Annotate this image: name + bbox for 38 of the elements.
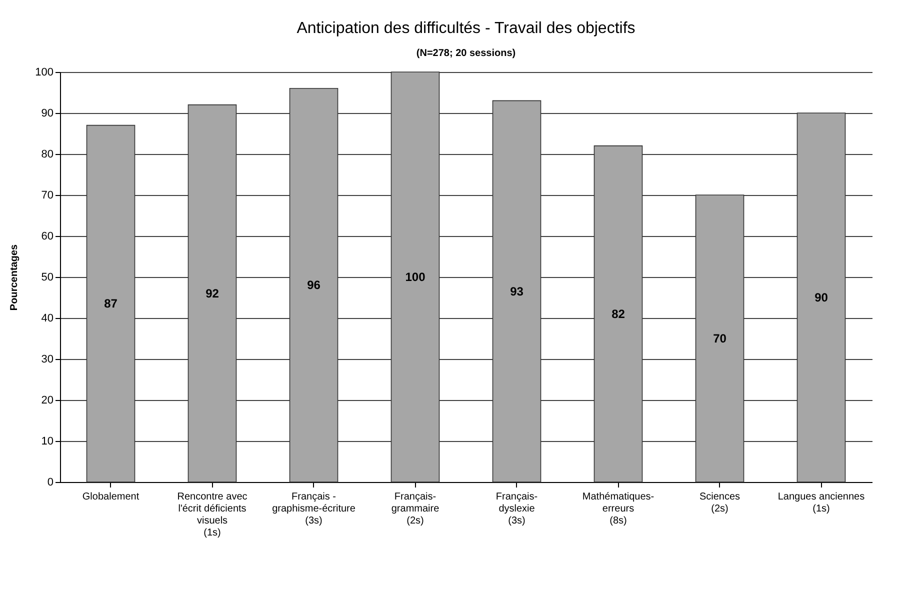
x-tick-label: Mathématiques- erreurs (8s) xyxy=(582,492,654,526)
x-tick-label: Rencontre avec l'écrit déficients visuels (1s) xyxy=(177,492,248,538)
data-label: 70 xyxy=(713,332,727,346)
data-label: 82 xyxy=(612,306,626,321)
y-tick-label: 70 xyxy=(41,190,54,202)
data-label: 90 xyxy=(814,290,828,304)
y-axis-title: Pourcentages xyxy=(9,244,20,311)
y-tick-label: 0 xyxy=(47,476,54,488)
y-tick-label: 40 xyxy=(41,312,54,324)
x-tick-label: Français- grammaire (2s) xyxy=(391,492,440,526)
y-tick-label: 80 xyxy=(41,148,54,160)
bar xyxy=(86,124,136,482)
x-tick-label: Globalement xyxy=(82,492,140,502)
y-tick-label: 30 xyxy=(41,354,54,366)
bar xyxy=(594,145,643,482)
chart-subtitle: (N=278; 20 sessions) xyxy=(416,48,516,59)
data-label: 93 xyxy=(510,284,524,298)
bar xyxy=(695,194,744,482)
x-tick-label: Français- dyslexie (3s) xyxy=(496,492,538,526)
x-tick-label: Sciences (2s) xyxy=(699,492,740,514)
y-tick-label: 50 xyxy=(41,272,54,284)
data-label: 92 xyxy=(206,286,220,300)
bar xyxy=(188,104,237,482)
data-label: 100 xyxy=(405,270,426,284)
y-tick-label: 100 xyxy=(35,66,54,78)
x-tick-label: Langues anciennes (1s) xyxy=(778,492,865,514)
bar xyxy=(390,72,440,482)
y-tick-label: 20 xyxy=(41,394,54,406)
y-tick-label: 90 xyxy=(41,108,54,120)
y-tick-label: 10 xyxy=(41,436,54,448)
bar xyxy=(796,112,846,482)
y-tick-label: 60 xyxy=(41,230,54,242)
data-label: 96 xyxy=(307,278,321,292)
bar xyxy=(289,88,338,482)
bar xyxy=(492,100,542,482)
chart-title: Anticipation des difficultés - Travail des objectifs xyxy=(296,20,636,37)
x-tick-label: Français - graphisme-écriture (3s) xyxy=(272,492,356,526)
data-label: 87 xyxy=(104,296,118,311)
